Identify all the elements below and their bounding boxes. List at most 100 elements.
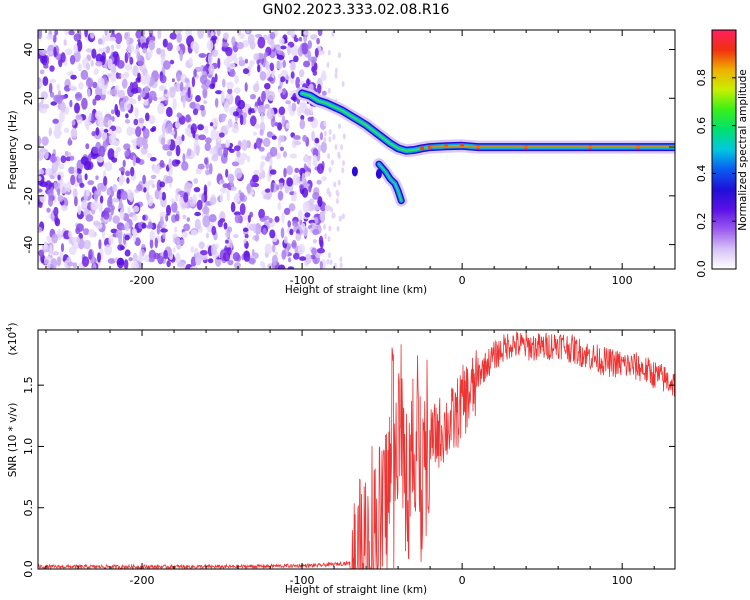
noise-blob <box>139 249 143 262</box>
noise-blob <box>338 52 342 59</box>
noise-blob <box>162 144 171 151</box>
noise-blob <box>233 145 241 152</box>
noise-blob <box>332 133 336 140</box>
noise-blob <box>118 175 125 184</box>
noise-blob <box>88 228 95 238</box>
noise-blob <box>49 155 58 163</box>
noise-blob <box>70 74 77 80</box>
noise-blob <box>138 117 145 125</box>
noise-blob <box>277 202 282 211</box>
noise-blob <box>129 192 134 203</box>
noise-blob <box>97 77 105 89</box>
noise-blob <box>226 189 230 202</box>
noise-blob <box>321 176 327 182</box>
noise-blob <box>179 239 185 245</box>
noise-blob <box>217 57 221 69</box>
noise-blob <box>142 128 150 139</box>
noise-blob <box>219 218 226 223</box>
noise-blob <box>186 217 190 222</box>
noise-blob <box>234 167 243 179</box>
x-tick-label: 100 <box>612 574 633 587</box>
noise-blob <box>194 247 199 255</box>
noise-blob <box>49 78 56 84</box>
noise-blob <box>203 100 208 105</box>
colorbar-tick-label: 0.6 <box>695 117 708 135</box>
noise-blob <box>292 174 300 186</box>
noise-blob <box>327 153 331 160</box>
noise-blob <box>41 136 49 146</box>
noise-blob <box>239 33 245 40</box>
noise-blob <box>164 89 167 95</box>
noise-blob <box>79 182 85 188</box>
noise-blob <box>38 30 43 40</box>
noise-blob <box>39 48 47 56</box>
noise-blob <box>165 213 169 222</box>
noise-blob <box>239 114 244 126</box>
noise-blob <box>273 107 278 114</box>
noise-blob <box>264 188 271 193</box>
noise-blob <box>257 64 261 73</box>
noise-blob <box>299 184 304 190</box>
noise-blob <box>277 88 283 94</box>
noise-blob <box>259 71 267 81</box>
noise-blob <box>328 129 332 135</box>
noise-blob <box>132 214 138 222</box>
noise-blob <box>104 161 113 172</box>
noise-blob <box>74 196 78 207</box>
noise-blob <box>134 107 139 119</box>
noise-blob <box>46 207 51 213</box>
noise-blob <box>154 189 160 200</box>
noise-blob <box>124 222 130 231</box>
noise-blob <box>194 253 202 266</box>
noise-blob <box>97 252 101 263</box>
noise-blob <box>308 185 312 193</box>
y-tick-label: -40 <box>22 236 35 254</box>
noise-blob <box>97 182 105 190</box>
noise-blob <box>132 65 139 77</box>
noise-blob <box>148 30 154 34</box>
snr-series-line <box>38 331 675 569</box>
x-tick-label: -200 <box>130 274 155 287</box>
noise-blob <box>148 39 156 51</box>
noise-blob <box>182 96 186 108</box>
noise-blob <box>84 30 88 38</box>
noise-blob <box>266 131 273 138</box>
noise-blob <box>41 243 49 253</box>
noise-blob <box>109 88 118 96</box>
snr-panel: -200 -100 0 100 0.0 0.5 1.0 1.5 Height of strai… <box>5 323 676 596</box>
noise-blob <box>117 89 126 99</box>
noise-blob <box>304 171 311 177</box>
noise-blob <box>171 201 178 213</box>
noise-blob <box>53 181 57 190</box>
noise-blob <box>274 251 279 256</box>
noise-blob <box>225 139 231 148</box>
noise-blob <box>276 152 282 160</box>
noise-blob <box>151 126 157 132</box>
noise-blob <box>165 106 173 118</box>
noise-blob <box>78 81 84 90</box>
noise-blob <box>120 73 125 79</box>
noise-blob <box>304 108 312 116</box>
noise-blob <box>92 263 97 269</box>
noise-blob <box>38 249 45 258</box>
noise-blob <box>126 35 130 46</box>
noise-blob <box>185 83 189 92</box>
noise-blob <box>101 34 105 46</box>
main-track <box>295 86 675 158</box>
noise-blob <box>201 193 205 204</box>
noise-blob <box>278 178 285 183</box>
noise-blob <box>117 72 122 80</box>
noise-blob <box>141 222 147 229</box>
noise-blob <box>263 215 270 220</box>
noise-blob <box>301 42 309 55</box>
noise-blob <box>192 108 199 116</box>
noise-blob <box>68 137 72 146</box>
noise-blob <box>76 236 81 244</box>
noise-blob <box>283 207 291 215</box>
noise-blob <box>312 154 318 164</box>
noise-blob <box>289 228 294 236</box>
noise-blob <box>74 102 80 114</box>
noise-blob <box>307 40 312 49</box>
noise-blob <box>181 202 188 209</box>
noise-blob <box>197 168 202 175</box>
